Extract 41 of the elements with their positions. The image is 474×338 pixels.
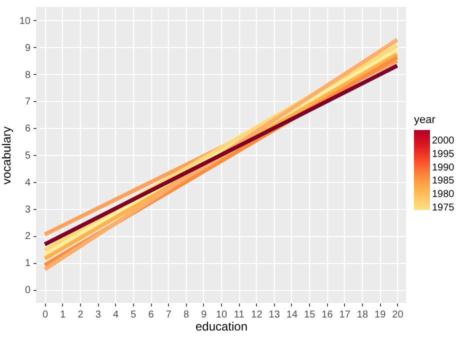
y-tick-label: 4 <box>24 177 31 188</box>
x-tick-label: 3 <box>95 310 102 320</box>
x-tick-label: 14 <box>286 310 298 320</box>
x-tick-label: 15 <box>304 310 316 320</box>
x-tick-label: 7 <box>166 310 172 320</box>
x-tick-label: 8 <box>183 310 190 320</box>
x-tick-label: 12 <box>251 310 263 320</box>
x-tick-label: 9 <box>201 310 208 320</box>
color-bar-label: 1980 <box>432 189 455 200</box>
x-axis-title: education <box>195 320 248 334</box>
x-tick-label: 5 <box>130 310 137 320</box>
color-bar-title: year <box>414 114 436 126</box>
x-tick-label: 1 <box>60 310 66 320</box>
color-bar-label: 2000 <box>432 136 455 147</box>
x-tick-label: 16 <box>322 310 334 320</box>
y-tick-label: 5 <box>24 150 31 162</box>
y-tick-label: 8 <box>24 70 31 81</box>
y-tick-label: 10 <box>19 16 31 27</box>
x-tick-label: 2 <box>78 310 84 320</box>
y-tick-label: 9 <box>24 42 31 54</box>
x-tick-label: 6 <box>148 310 154 320</box>
x-tick-label: 19 <box>374 310 386 320</box>
x-tick-label: 11 <box>234 310 245 320</box>
x-tick-label: 13 <box>268 310 280 320</box>
color-bar-label: 1975 <box>432 202 455 214</box>
color-bar-label: 1985 <box>432 176 455 187</box>
y-tick-label: 7 <box>24 96 31 108</box>
x-tick-label: 17 <box>339 310 351 320</box>
x-tick-label: 0 <box>42 310 49 320</box>
y-tick-label: 2 <box>24 231 31 242</box>
x-tick-label: 10 <box>216 310 228 320</box>
color-bar-label: 1990 <box>432 162 455 174</box>
y-tick-label: 6 <box>24 124 31 135</box>
y-tick-label: 3 <box>24 204 31 216</box>
color-bar-label: 1995 <box>432 149 455 160</box>
x-tick-label: 4 <box>113 310 120 320</box>
x-tick-label: 20 <box>392 310 404 320</box>
x-tick-label: 18 <box>356 310 368 320</box>
y-tick-label: 1 <box>24 258 31 270</box>
y-tick-label: 0 <box>24 285 31 296</box>
y-axis-title: vocabulary <box>0 126 14 185</box>
